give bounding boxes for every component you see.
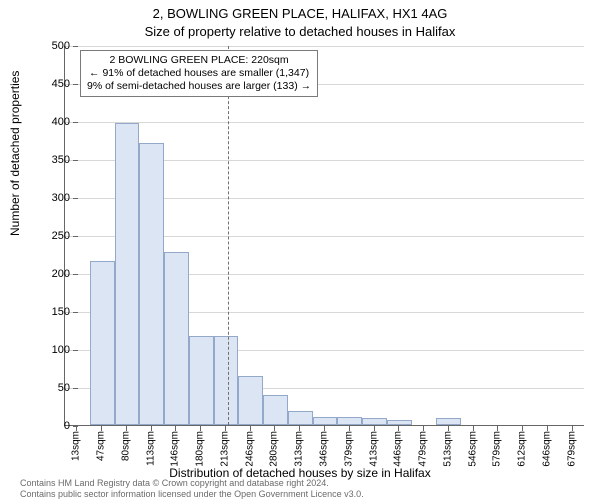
x-tick-label: 446sqm	[393, 431, 404, 467]
x-tick-label: 246sqm	[244, 431, 255, 467]
annotation-line1: 2 BOWLING GREEN PLACE: 220sqm	[87, 54, 311, 67]
x-tick-label: 13sqm	[71, 431, 82, 461]
y-tick-label: 250	[20, 230, 70, 242]
x-tick-label: 379sqm	[343, 431, 354, 467]
marker-line	[228, 46, 229, 425]
histogram-bar	[139, 143, 164, 425]
histogram-bar	[189, 336, 214, 425]
x-tick-label: 313sqm	[294, 431, 305, 467]
y-tick-label: 100	[20, 344, 70, 356]
gridline-h	[65, 122, 584, 123]
histogram-bar	[387, 420, 412, 425]
x-tick-label: 413sqm	[368, 431, 379, 467]
y-tick-label: 500	[20, 40, 70, 52]
annotation-line3: 9% of semi-detached houses are larger (1…	[87, 80, 311, 93]
chart-title-line1: 2, BOWLING GREEN PLACE, HALIFAX, HX1 4AG	[0, 6, 600, 21]
x-tick-label: 180sqm	[195, 431, 206, 467]
x-tick-label: 213sqm	[219, 431, 230, 467]
y-tick-label: 400	[20, 116, 70, 128]
annotation-box: 2 BOWLING GREEN PLACE: 220sqm ← 91% of d…	[80, 50, 318, 97]
footer-line2: Contains public sector information licen…	[20, 489, 364, 500]
histogram-bar	[362, 418, 387, 425]
x-tick-label: 513sqm	[442, 431, 453, 467]
histogram-bar	[238, 376, 263, 425]
x-tick-label: 646sqm	[541, 431, 552, 467]
x-tick-label: 113sqm	[145, 431, 156, 466]
histogram-bar	[214, 336, 239, 425]
x-tick-label: 146sqm	[170, 431, 181, 467]
footer-text: Contains HM Land Registry data © Crown c…	[20, 478, 364, 500]
chart-container: 2, BOWLING GREEN PLACE, HALIFAX, HX1 4AG…	[0, 0, 600, 500]
y-tick-label: 50	[20, 382, 70, 394]
histogram-bar	[115, 123, 140, 425]
x-tick-label: 546sqm	[467, 431, 478, 467]
histogram-bar	[263, 395, 288, 425]
x-tick-label: 679sqm	[566, 431, 577, 467]
y-tick-label: 350	[20, 154, 70, 166]
footer-line1: Contains HM Land Registry data © Crown c…	[20, 478, 364, 489]
histogram-bar	[436, 418, 461, 425]
x-tick-label: 280sqm	[269, 431, 280, 467]
histogram-bar	[164, 252, 189, 425]
x-tick-label: 47sqm	[96, 431, 107, 461]
y-tick-label: 150	[20, 306, 70, 318]
x-tick-label: 612sqm	[517, 431, 528, 467]
y-tick-label: 450	[20, 78, 70, 90]
plot-area	[64, 46, 584, 426]
annotation-line2: ← 91% of detached houses are smaller (1,…	[87, 67, 311, 80]
x-tick-label: 579sqm	[492, 431, 503, 467]
y-tick-label: 200	[20, 268, 70, 280]
chart-title-line2: Size of property relative to detached ho…	[0, 24, 600, 39]
y-tick-label: 0	[20, 420, 70, 432]
x-tick-label: 80sqm	[120, 431, 131, 461]
histogram-bar	[337, 417, 362, 425]
histogram-bar	[90, 261, 115, 425]
gridline-h	[65, 46, 584, 47]
histogram-bar	[313, 417, 338, 425]
x-tick-label: 346sqm	[319, 431, 330, 467]
x-tick-label: 479sqm	[418, 431, 429, 467]
y-tick-label: 300	[20, 192, 70, 204]
histogram-bar	[288, 411, 313, 425]
